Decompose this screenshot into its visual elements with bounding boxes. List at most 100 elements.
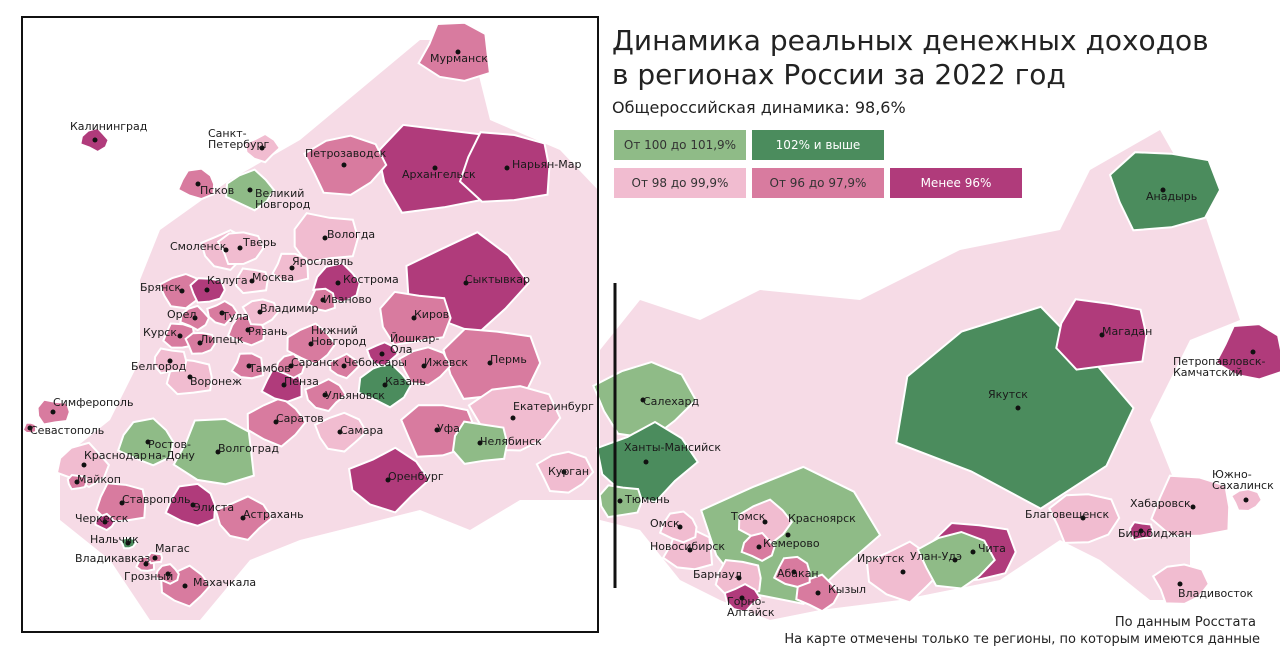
- city-label: Орел: [167, 308, 196, 321]
- city-label: Рязань: [248, 325, 288, 338]
- city-dot: [677, 524, 683, 530]
- city-label: Тамбов: [248, 362, 291, 375]
- city-dot: [273, 419, 279, 425]
- city-dot: [337, 429, 343, 435]
- region: [172, 417, 255, 486]
- legend-swatch: [752, 130, 884, 160]
- city-label: Симферополь: [53, 396, 133, 409]
- subtitle: Общероссийская динамика: 98,6%: [612, 98, 906, 117]
- city-label: Чита: [978, 542, 1006, 555]
- city-dot: [970, 549, 976, 555]
- city-dot: [119, 500, 125, 506]
- city-label: Чебоксары: [344, 356, 407, 369]
- city-label: Тула: [221, 310, 249, 323]
- city-label: Великий Новгород: [255, 187, 311, 211]
- city-label: Белгород: [131, 360, 187, 373]
- note: На карте отмечены только те регионы, по …: [784, 632, 1260, 647]
- city-label: Улан-Удэ: [910, 550, 962, 563]
- legend-swatch: [614, 130, 746, 160]
- city-label: Брянск: [140, 281, 181, 294]
- city-dot: [341, 162, 347, 168]
- city-dot: [27, 425, 33, 431]
- city-label: Петропавловск-Камчатский: [1173, 355, 1266, 379]
- city-dot: [1099, 332, 1105, 338]
- city-label: Оренбург: [388, 470, 444, 483]
- city-label: Уфа: [437, 422, 460, 435]
- city-dot: [900, 569, 906, 575]
- inset-frame: [21, 16, 599, 633]
- city-dot: [756, 544, 762, 550]
- city-dot: [952, 557, 958, 563]
- city-dot: [504, 165, 510, 171]
- city-dot: [432, 165, 438, 171]
- city-label: Анадырь: [1146, 190, 1197, 203]
- city-dot: [240, 515, 246, 521]
- city-dot: [257, 309, 263, 315]
- city-dot: [125, 540, 131, 546]
- city-label: Владикавказ: [75, 552, 150, 565]
- city-label: Петрозаводск: [305, 147, 387, 160]
- city-dot: [379, 351, 385, 357]
- city-label: Ставрополь: [122, 493, 190, 506]
- city-dot: [190, 502, 196, 508]
- city-dot: [434, 427, 440, 433]
- city-dot: [249, 278, 255, 284]
- city-dot: [289, 265, 295, 271]
- city-dot: [785, 532, 791, 538]
- city-label: Воронеж: [190, 375, 242, 388]
- city-label: Элиста: [193, 501, 234, 514]
- city-dot: [687, 547, 693, 553]
- city-label: Барнаул: [693, 568, 742, 581]
- city-label: Краснодар: [84, 449, 147, 462]
- city-dot: [247, 187, 253, 193]
- city-dot: [1160, 187, 1166, 193]
- city-label: Астрахань: [243, 508, 304, 521]
- region: [417, 21, 491, 82]
- city-label: Южно-Сахалинск: [1212, 468, 1274, 492]
- city-dot: [259, 145, 265, 151]
- city-label: Томск: [730, 510, 766, 523]
- city-label: Магадан: [1102, 325, 1152, 338]
- city-label: Омск: [650, 517, 680, 530]
- city-label: Иваново: [323, 293, 372, 306]
- city-dot: [237, 245, 243, 251]
- city-dot: [187, 374, 193, 380]
- city-dot: [245, 327, 251, 333]
- city-dot: [382, 382, 388, 388]
- city-dot: [308, 341, 314, 347]
- city-label: Курган: [548, 465, 589, 478]
- city-dot: [1250, 349, 1256, 355]
- city-label: Нижний Новгород: [311, 324, 367, 348]
- city-label: Челябинск: [480, 435, 542, 448]
- city-label: Казань: [385, 375, 426, 388]
- city-dot: [197, 340, 203, 346]
- city-dot: [1243, 497, 1249, 503]
- city-dot: [322, 235, 328, 241]
- city-label: Екатеринбург: [513, 400, 594, 413]
- legend-label: От 100 до 101,9%: [624, 138, 736, 152]
- city-label: Красноярск: [788, 512, 856, 525]
- city-dot: [335, 280, 341, 286]
- city-label: Саратов: [276, 412, 324, 425]
- city-label: Майкоп: [77, 473, 121, 486]
- legend-label: Менее 96%: [921, 176, 992, 190]
- title-line: Динамика реальных денежных доходов: [612, 24, 1209, 57]
- legend-swatch: [890, 168, 1022, 198]
- legend-swatch: [614, 168, 746, 198]
- legend-label: От 96 до 97,9%: [770, 176, 867, 190]
- city-label: Владивосток: [1178, 587, 1253, 600]
- city-dot: [204, 287, 210, 293]
- city-label: Калуга: [207, 274, 248, 287]
- city-dot: [145, 439, 151, 445]
- city-dot: [487, 360, 493, 366]
- city-dot: [463, 280, 469, 286]
- city-label: Биробиджан: [1118, 527, 1192, 540]
- city-label: Кызыл: [828, 583, 866, 596]
- source: По данным Росстата: [1115, 615, 1256, 630]
- city-label: Пенза: [284, 375, 319, 388]
- city-label: Волгоград: [218, 442, 279, 455]
- city-label: Тюмень: [624, 493, 670, 506]
- city-dot: [81, 462, 87, 468]
- city-label: Нальчик: [90, 533, 139, 546]
